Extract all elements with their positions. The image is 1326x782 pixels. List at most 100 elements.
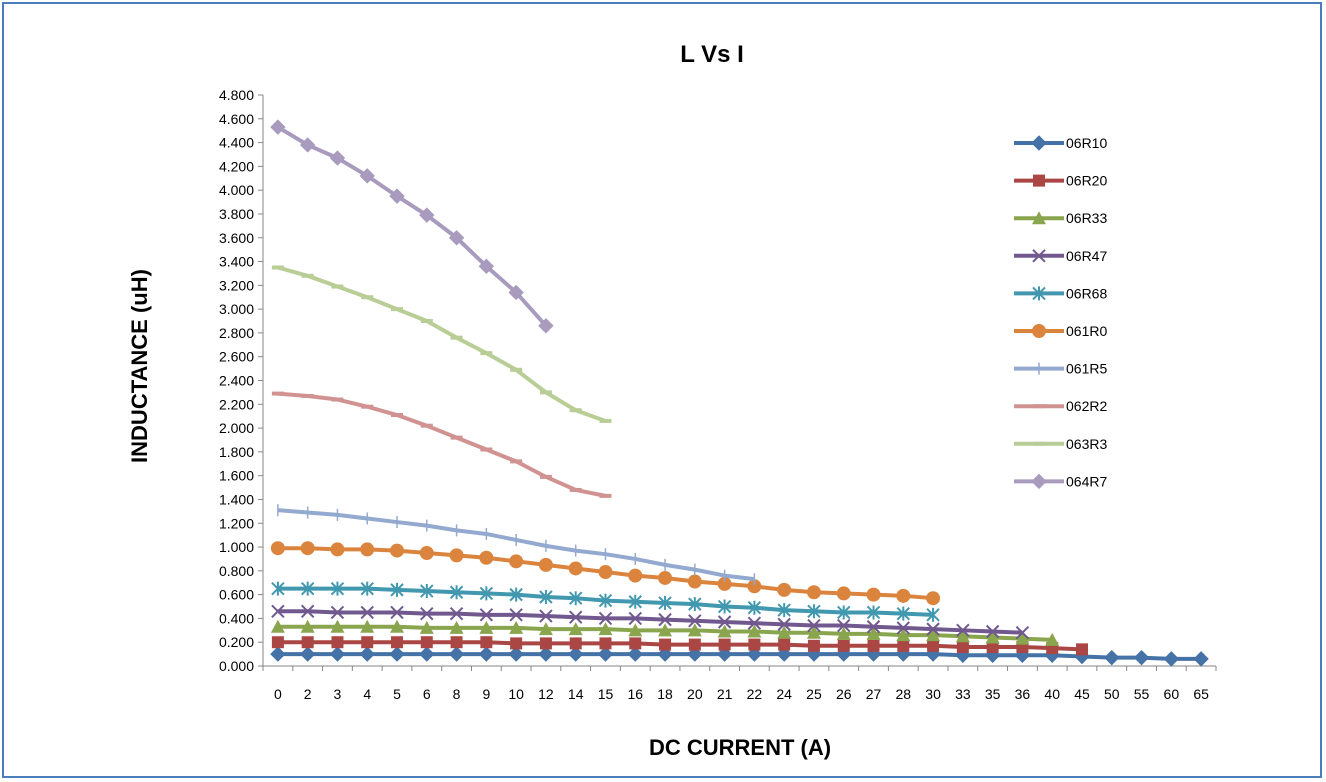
data-point — [777, 603, 791, 618]
data-point — [359, 168, 375, 184]
x-tick-label: 60 — [1164, 686, 1180, 702]
x-tick-label: 9 — [482, 686, 490, 702]
data-point — [479, 550, 494, 565]
legend-label: 06R68 — [1066, 285, 1107, 301]
data-point — [776, 646, 792, 662]
legend-label: 06R33 — [1066, 210, 1107, 226]
data-point — [747, 624, 762, 638]
data-point — [538, 622, 553, 636]
legend-entry: 063R3 — [1014, 436, 1107, 452]
y-tick-label: 2.800 — [219, 325, 254, 341]
data-point — [568, 591, 583, 606]
x-tick-label: 45 — [1074, 686, 1090, 702]
data-point — [806, 625, 821, 639]
data-point — [897, 639, 910, 652]
data-point — [330, 581, 345, 596]
data-point — [390, 582, 404, 597]
y-tick-label: 2.600 — [219, 349, 254, 365]
data-point — [716, 646, 733, 662]
x-tick-label: 10 — [508, 686, 524, 702]
data-point — [419, 620, 434, 634]
data-point — [271, 581, 285, 596]
data-point — [538, 318, 554, 334]
data-point — [599, 637, 612, 650]
data-point — [509, 587, 523, 602]
legend-marker — [1032, 324, 1046, 338]
data-point — [985, 624, 1000, 639]
data-point — [420, 606, 434, 621]
data-point — [866, 620, 881, 634]
series-line — [277, 609, 1023, 635]
data-point — [657, 646, 673, 662]
data-point — [867, 639, 880, 652]
data-point — [359, 646, 375, 662]
y-tick-label: 0.000 — [219, 658, 254, 674]
data-point — [508, 646, 524, 662]
legend-entry: 06R10 — [1014, 135, 1107, 151]
data-point — [510, 637, 523, 650]
legend-marker — [1032, 211, 1046, 225]
series-06R20 — [271, 636, 1088, 656]
data-point — [299, 137, 316, 153]
data-point — [389, 188, 405, 204]
data-point — [299, 646, 316, 662]
data-point — [270, 119, 286, 135]
y-tick-label: 3.000 — [219, 301, 254, 317]
data-point — [927, 639, 940, 652]
data-point — [331, 636, 344, 649]
data-point — [539, 609, 553, 623]
data-point — [836, 586, 851, 601]
data-point — [479, 620, 494, 634]
series-lines — [270, 119, 1209, 667]
data-point — [866, 587, 881, 602]
y-tick-label: 1.200 — [219, 515, 254, 531]
y-tick-label: 4.200 — [219, 158, 254, 174]
data-point — [568, 561, 583, 576]
legend-label: 062R2 — [1066, 398, 1107, 414]
data-point — [717, 615, 732, 629]
y-tick-label: 3.800 — [219, 206, 254, 222]
x-tick-label: 22 — [747, 686, 763, 702]
data-point — [330, 605, 345, 620]
y-tick-label: 2.400 — [219, 373, 254, 389]
data-point — [390, 605, 404, 620]
data-point — [717, 576, 732, 591]
legend-label: 061R0 — [1066, 323, 1107, 339]
x-tick-label: 8 — [453, 686, 461, 702]
data-point — [747, 600, 762, 615]
data-point — [449, 548, 464, 563]
series-line — [277, 652, 1202, 661]
x-tick-label: 4 — [363, 686, 371, 702]
legend-marker — [1032, 249, 1046, 263]
data-point — [688, 597, 702, 612]
data-point — [896, 621, 911, 635]
x-tick-label: 33 — [955, 686, 971, 702]
data-point — [688, 614, 702, 628]
data-point — [748, 638, 761, 651]
x-tick-label: 15 — [598, 686, 614, 702]
data-point — [360, 619, 375, 633]
data-point — [508, 284, 524, 301]
x-tick-label: 6 — [423, 686, 431, 702]
data-point — [390, 543, 405, 558]
data-point — [1163, 651, 1180, 667]
series-06R47 — [271, 604, 1030, 640]
legend-label: 064R7 — [1066, 473, 1107, 489]
data-point — [478, 258, 495, 275]
legend-marker — [1033, 174, 1045, 187]
data-point — [778, 638, 791, 651]
data-point — [567, 646, 584, 662]
data-point — [1015, 625, 1030, 640]
legend-entry: 06R68 — [1014, 285, 1107, 301]
data-point — [449, 585, 464, 600]
data-point — [330, 619, 345, 633]
x-tick-label: 55 — [1134, 686, 1150, 702]
data-point — [896, 628, 911, 642]
series-063R3 — [271, 265, 612, 423]
x-tick-label: 0 — [274, 686, 282, 702]
data-point — [717, 599, 732, 614]
data-point — [360, 542, 375, 557]
data-point — [480, 636, 493, 649]
data-point — [420, 584, 434, 599]
